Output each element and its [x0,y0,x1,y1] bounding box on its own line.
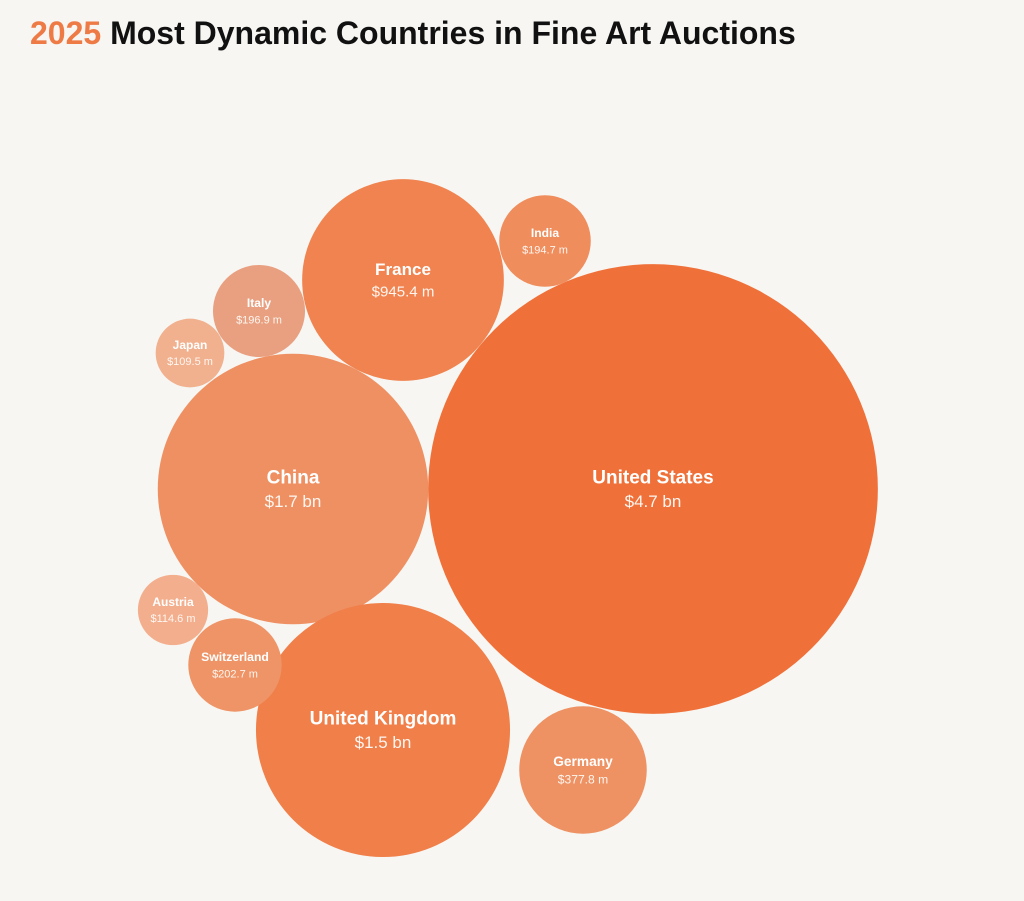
bubble-value-label: $196.9 m [236,314,282,326]
bubble-label: China [267,468,320,489]
bubble [212,264,306,358]
bubble [255,602,511,858]
bubble-label: France [375,260,431,279]
bubble-value-label: $1.5 bn [355,733,412,752]
bubble-label: Japan [173,338,208,352]
bubble-value-label: $194.7 m [522,244,568,256]
bubble-value-label: $109.5 m [167,356,213,368]
bubble [428,264,878,714]
bubble [188,618,282,712]
bubble [302,179,504,381]
bubble-value-label: $114.6 m [150,613,195,625]
title-text: Most Dynamic Countries in Fine Art Aucti… [110,15,796,51]
bubble-value-label: $202.7 m [212,668,258,680]
bubble-label: Austria [152,595,194,609]
bubble-label: Italy [247,296,272,310]
bubble-value-label: $4.7 bn [625,492,682,511]
bubble [137,574,209,646]
bubble-label: United Kingdom [310,709,457,730]
bubble-label: India [531,226,560,240]
chart-title: 2025 Most Dynamic Countries in Fine Art … [30,15,796,51]
bubble-label: Germany [553,754,613,769]
bubble-value-label: $945.4 m [372,284,435,301]
bubble [157,353,429,625]
title-year: 2025 [30,15,101,51]
bubble [155,318,225,388]
bubble [499,195,591,287]
bubble [519,706,647,834]
bubble-value-label: $1.7 bn [265,492,322,511]
bubble-value-label: $377.8 m [558,773,608,787]
bubble-label: Switzerland [201,650,269,664]
bubble-label: United States [592,468,713,489]
